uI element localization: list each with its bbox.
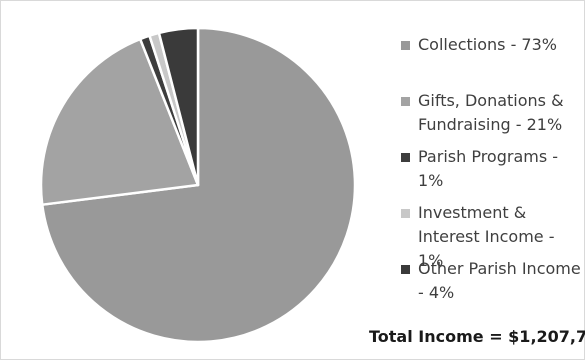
legend-label-parish-programs: Parish Programs - 1% xyxy=(418,147,559,190)
legend-item-collections: Collections - 73% xyxy=(401,33,581,57)
legend-swatch-collections xyxy=(401,41,410,50)
total-income-label: Total Income = $1,207,769 xyxy=(369,327,585,346)
legend-swatch-other-parish-income xyxy=(401,265,410,274)
legend-label-gifts-donations-fundraising: Gifts, Donations & Fundraising - 21% xyxy=(418,91,564,134)
legend-item-investment-interest-income: Investment & Interest Income - 1% xyxy=(401,201,581,273)
legend-swatch-gifts-donations-fundraising xyxy=(401,97,410,106)
legend-label-other-parish-income: Other Parish Income - 4% xyxy=(418,259,581,302)
legend-item-gifts-donations-fundraising: Gifts, Donations & Fundraising - 21% xyxy=(401,89,581,137)
legend-label-collections: Collections - 73% xyxy=(418,35,557,54)
legend-item-parish-programs: Parish Programs - 1% xyxy=(401,145,581,193)
pie-slice-gifts-donations-fundraising xyxy=(39,37,200,206)
legend-label-investment-interest-income: Investment & Interest Income - 1% xyxy=(418,203,555,270)
legend-item-other-parish-income: Other Parish Income - 4% xyxy=(401,257,581,305)
legend-swatch-investment-interest-income xyxy=(401,209,410,218)
pie-slice-other-parish-income xyxy=(157,26,200,187)
legend-swatch-parish-programs xyxy=(401,153,410,162)
